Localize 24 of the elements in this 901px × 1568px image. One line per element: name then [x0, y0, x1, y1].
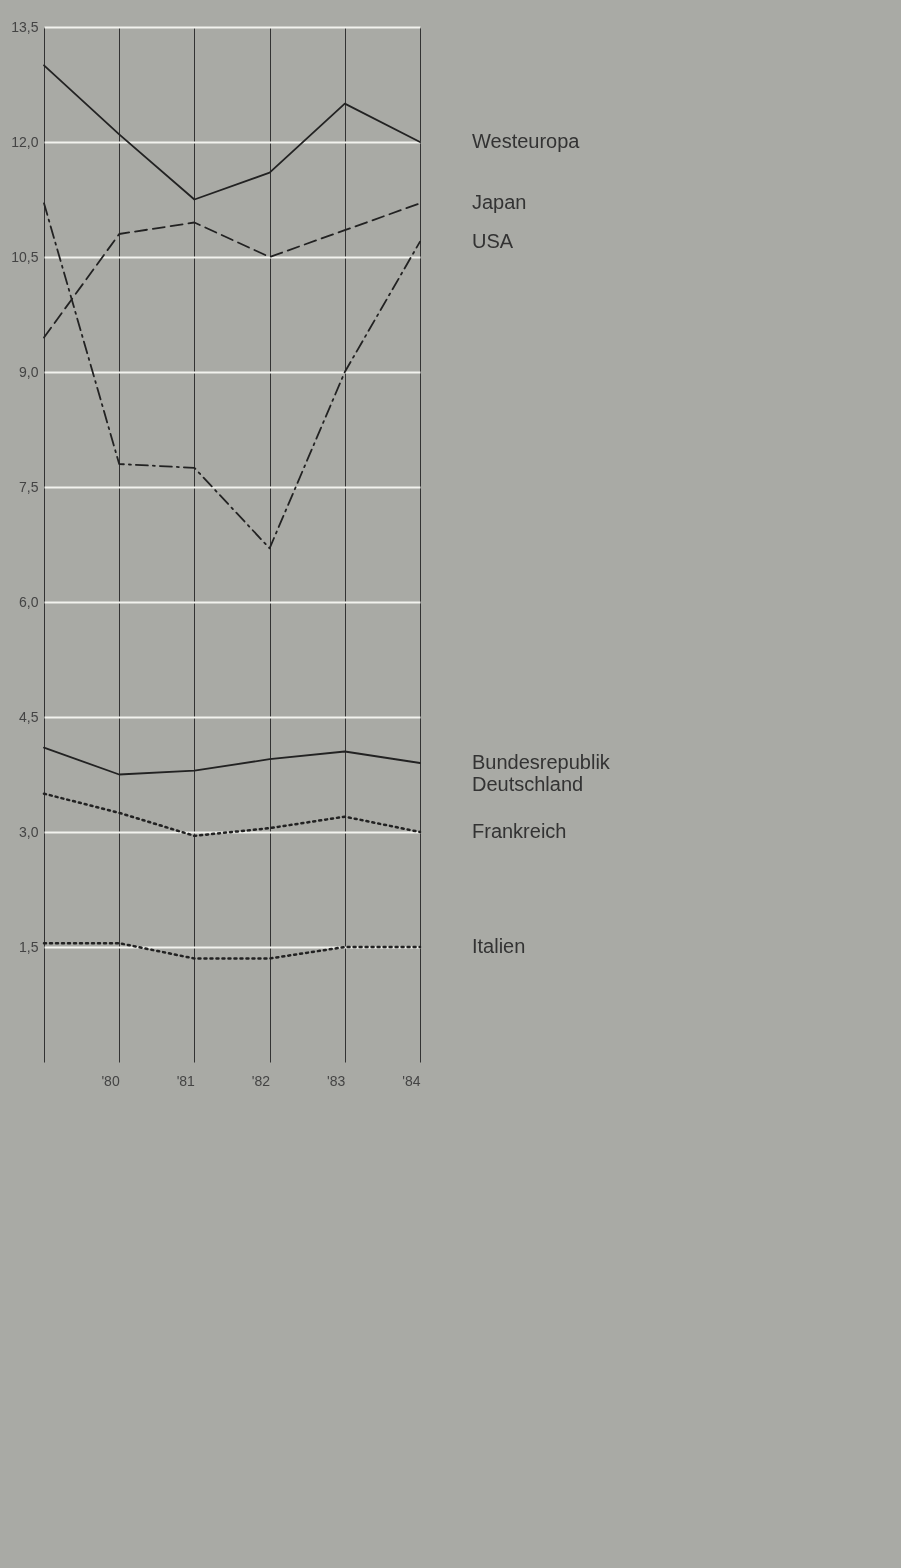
line-series [42, 792, 422, 838]
y-tick-label: 13,5 [11, 18, 39, 35]
y-tick-label: 12,0 [11, 133, 39, 150]
text: USA [472, 229, 514, 252]
y-tick-label: 4,5 [19, 708, 39, 725]
x-tick-label: '84 [402, 1072, 421, 1089]
text: Bundesrepublik Deutschland [472, 751, 611, 795]
text: Italien [472, 935, 526, 957]
y-tick-label: 1,5 [19, 938, 39, 955]
x-tick-label: '83 [327, 1072, 346, 1089]
x-tick-label: '81 [176, 1072, 196, 1089]
x-tick-label: '82 [251, 1072, 271, 1089]
text: Frankreich [472, 820, 567, 842]
x-tick-label: '80 [101, 1072, 120, 1089]
y-tick-label: 9,0 [19, 363, 39, 380]
line-series [43, 64, 421, 201]
text: Japan [472, 191, 527, 214]
text: Westeuropa [472, 130, 581, 152]
y-tick-label: 6,0 [19, 593, 39, 610]
y-tick-label: 10,5 [11, 248, 39, 265]
y-tick-label: 3,0 [19, 823, 39, 840]
y-tick-label: 7,5 [19, 478, 39, 495]
line-series [43, 202, 421, 550]
line-series [43, 746, 421, 776]
